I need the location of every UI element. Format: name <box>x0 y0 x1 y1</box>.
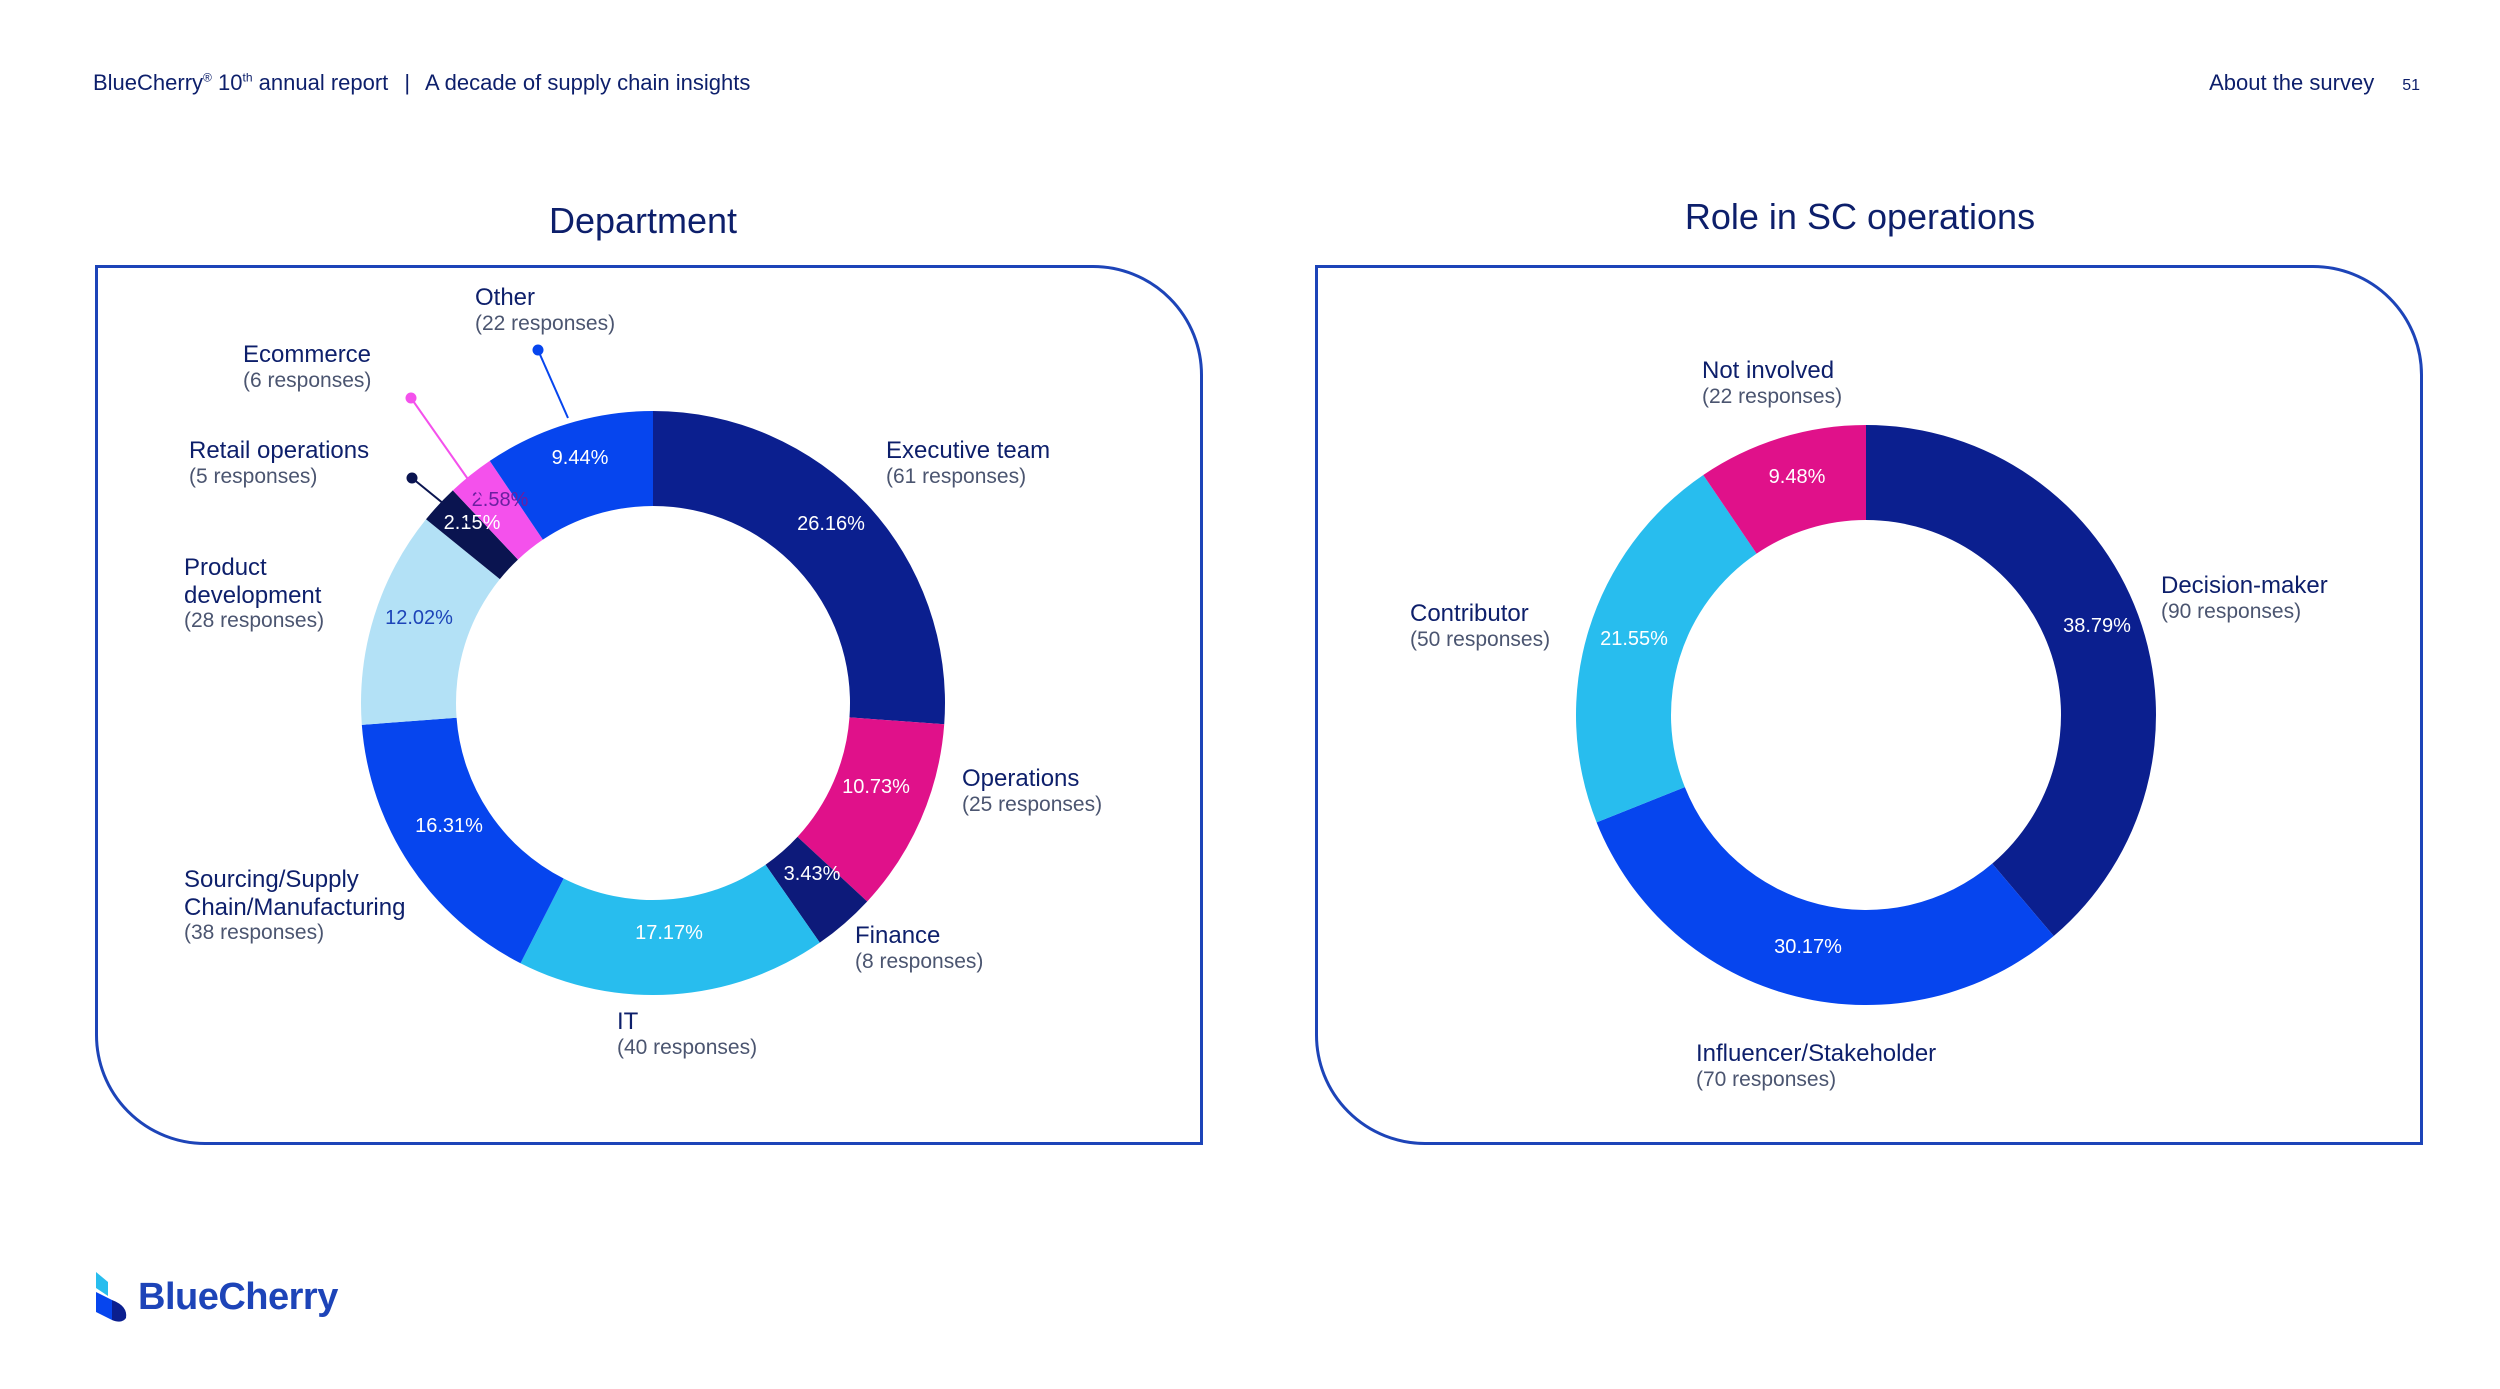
dept-value-label-operations: 10.73% <box>842 776 910 798</box>
category-name: Operations <box>962 765 1080 792</box>
category-name: Ecommerce <box>243 341 372 368</box>
dept-label-it: IT (40 responses) <box>617 1008 757 1060</box>
category-name: Not involved <box>1702 357 1835 384</box>
dept-slice-ecommerce <box>452 460 543 560</box>
header-reg-mark: ® <box>203 70 212 85</box>
header-edition-text: annual report <box>258 70 389 95</box>
response-count: (25 responses) <box>962 792 1103 816</box>
dept-slice-other <box>489 411 653 540</box>
dept-label-ecommerce: Ecommerce (6 responses) <box>243 341 371 393</box>
category-name-line-1: Sourcing/Supply <box>184 866 359 893</box>
response-count: (6 responses) <box>243 368 372 392</box>
dept-value-label-executive-team: 26.16% <box>797 513 865 535</box>
header-edition-suffix: th <box>242 70 253 85</box>
logo-text: BlueCherry <box>138 1275 338 1318</box>
department-chart-title: Department <box>548 200 738 241</box>
category-name: IT <box>617 1008 639 1035</box>
dept-leader-line-ecommerce <box>410 397 485 503</box>
dept-slice-it <box>520 864 820 996</box>
category-name-line-2: Chain/Manufacturing <box>184 893 406 921</box>
dept-slice-retail-operations <box>426 490 518 580</box>
category-name: Contributor <box>1410 600 1529 627</box>
response-count: (22 responses) <box>1702 384 1843 408</box>
response-count: (22 responses) <box>475 311 616 335</box>
category-name: Executive team <box>886 437 1051 464</box>
dept-value-label-ecommerce: 2.58% <box>472 489 529 511</box>
category-name: Decision-maker <box>2161 572 2328 599</box>
dept-slice-finance <box>765 836 868 943</box>
role-slice-influencer-stakeholder <box>1596 787 2054 1006</box>
role-label-decision-maker: Decision-maker (90 responses) <box>2161 572 2328 624</box>
section-name: About the survey <box>2209 70 2375 95</box>
role-slice-not-involved <box>1703 425 1866 554</box>
dept-label-sourcing: Sourcing/Supply Chain/Manufacturing (38 … <box>184 866 405 945</box>
bluecherry-logo: BlueCherry <box>92 1270 338 1324</box>
dept-slice-operations <box>797 717 945 902</box>
role-value-label-influencer-stakeholder: 30.17% <box>1774 936 1842 958</box>
header-subtitle: A decade of supply chain insights <box>425 70 751 95</box>
header-brand: BlueCherry <box>93 70 204 95</box>
dept-label-executive-team: Executive team (61 responses) <box>886 437 1050 489</box>
dept-leader-line-other <box>537 349 569 419</box>
dept-value-label-product-development: 12.02% <box>385 607 453 629</box>
response-count: (38 responses) <box>184 921 325 945</box>
dept-value-label-other: 9.44% <box>552 447 609 469</box>
role-slice-contributor <box>1576 474 1757 823</box>
role-value-label-decision-maker: 38.79% <box>2063 615 2131 637</box>
dept-value-label-it: 17.17% <box>635 922 703 944</box>
category-name: Other <box>475 284 536 311</box>
bluecherry-mark-icon <box>96 1272 127 1322</box>
category-name-line-2: development <box>184 581 322 609</box>
dept-slice-sourcing-supply-chain-manufacturing <box>361 717 564 964</box>
dept-leader-line-retail-operations <box>411 477 472 527</box>
response-count: (5 responses) <box>189 464 318 488</box>
dept-value-label-sourcing-supply-chain-manufacturing: 16.31% <box>415 815 483 837</box>
dept-leader-dot-ecommerce <box>405 392 417 404</box>
report-header: BlueCherry® 10th annual report | A decad… <box>93 70 750 96</box>
response-count: (90 responses) <box>2161 599 2302 623</box>
response-count: (50 responses) <box>1410 627 1551 651</box>
response-count: (70 responses) <box>1696 1067 1837 1091</box>
dept-value-label-finance: 3.43% <box>784 863 841 885</box>
role-label-contributor: Contributor (50 responses) <box>1410 600 1550 652</box>
header-edition-number: 10 <box>218 70 243 95</box>
response-count: (61 responses) <box>886 464 1027 488</box>
role-chart-title: Role in SC operations <box>1684 196 2036 237</box>
role-value-label-contributor: 21.55% <box>1600 628 1668 650</box>
dept-label-retail-operations: Retail operations (5 responses) <box>189 437 369 489</box>
dept-leader-dot-retail-operations <box>406 472 418 484</box>
dept-label-finance: Finance (8 responses) <box>855 922 983 974</box>
dept-slice-executive-team <box>653 411 946 725</box>
dept-leader-dot-other <box>532 344 544 356</box>
dept-label-other: Other (22 responses) <box>475 284 615 336</box>
role-label-influencer: Influencer/Stakeholder (70 responses) <box>1696 1040 1936 1092</box>
section-header: About the survey 51 <box>2209 70 2420 96</box>
category-name: Finance <box>855 922 941 949</box>
role-value-label-not-involved: 9.48% <box>1769 466 1826 488</box>
dept-label-product-development: Product development (28 responses) <box>184 554 324 633</box>
header-separator: | <box>404 70 411 95</box>
role-label-not-involved: Not involved (22 responses) <box>1702 357 1842 409</box>
role-slice-decision-maker <box>1866 425 2156 937</box>
page-number: 51 <box>2402 77 2420 94</box>
response-count: (8 responses) <box>855 949 984 973</box>
dept-value-label-retail-operations: 2.15% <box>444 512 501 534</box>
dept-label-operations: Operations (25 responses) <box>962 765 1102 817</box>
response-count: (28 responses) <box>184 609 325 633</box>
category-name: Influencer/Stakeholder <box>1696 1040 1937 1067</box>
dept-slice-product-development <box>361 519 500 725</box>
category-name: Retail operations <box>189 437 370 464</box>
response-count: (40 responses) <box>617 1035 758 1059</box>
category-name-line-1: Product <box>184 554 267 581</box>
